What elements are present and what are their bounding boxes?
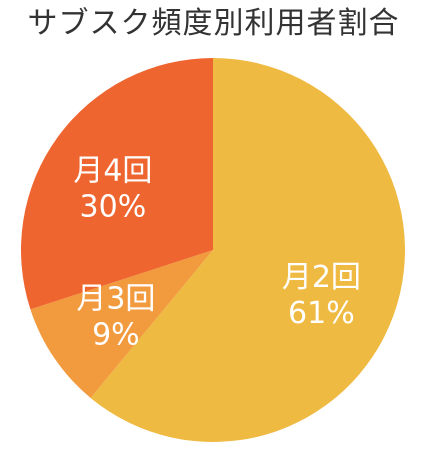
slice-value-label: 9% <box>92 318 140 353</box>
slice-category-label: 月4回 <box>73 154 152 189</box>
pie-slice <box>21 58 213 310</box>
pie-slices <box>21 58 405 442</box>
slice-value-label: 61% <box>288 296 355 331</box>
pie-slice <box>30 250 214 398</box>
chart-title: サブスク頻度別利用者割合 <box>27 6 400 41</box>
pie-slice <box>90 58 405 442</box>
slice-category-label: 月3回 <box>76 282 155 317</box>
slice-category-label: 月2回 <box>282 260 361 295</box>
slice-value-label: 30% <box>80 190 147 225</box>
